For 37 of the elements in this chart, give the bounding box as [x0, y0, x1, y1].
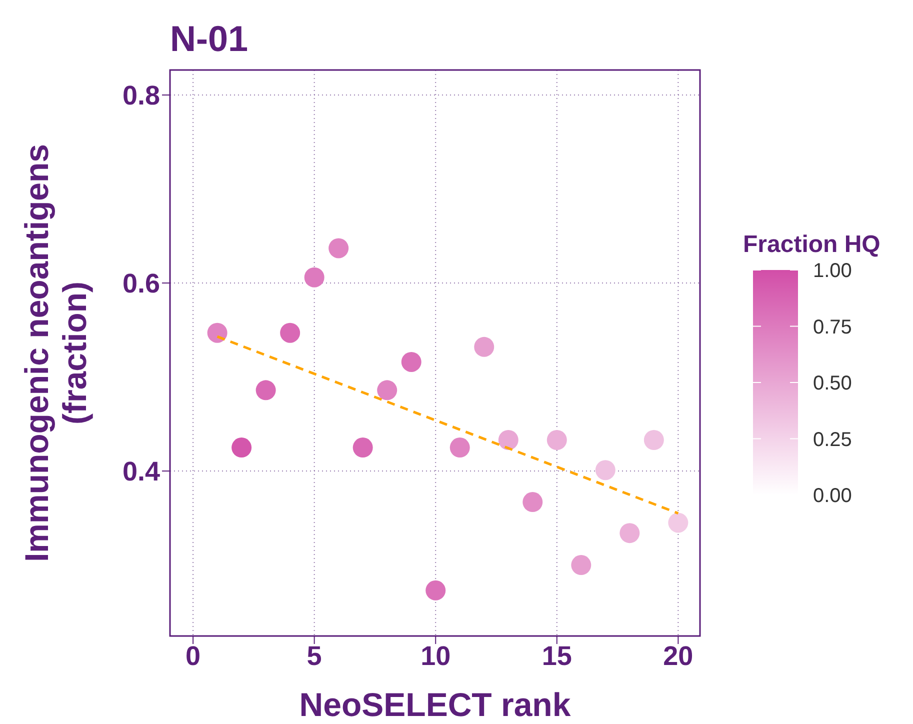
- point: [644, 430, 664, 450]
- x-tick-label: 15: [542, 641, 572, 672]
- x-tick-label: 20: [663, 641, 694, 672]
- color-bar-label: 0.00: [813, 485, 852, 507]
- x-tick-label: 0: [186, 641, 201, 672]
- color-bar-label: 1.00: [813, 260, 852, 282]
- y-tick-label: 0.8: [122, 80, 160, 111]
- point: [377, 380, 398, 400]
- x-tick-label: 10: [420, 641, 451, 672]
- point: [256, 380, 276, 400]
- point: [498, 430, 518, 450]
- color-bar-title: Fraction HQ: [743, 231, 880, 258]
- point: [450, 438, 470, 458]
- point: [620, 523, 640, 544]
- chart-title: N-01: [170, 18, 248, 60]
- point: [522, 492, 543, 512]
- x-axis-title: NeoSELECT rank: [299, 686, 572, 723]
- point: [280, 322, 300, 343]
- point: [328, 238, 349, 258]
- y-tick-label: 0.6: [122, 268, 160, 299]
- color-bar-label: 0.50: [813, 372, 852, 394]
- point: [595, 460, 616, 480]
- x-tick-label: 5: [306, 641, 322, 672]
- y-axis-title: Immunogenic neoantigens (fraction): [18, 144, 93, 562]
- point: [426, 580, 446, 600]
- color-bar-label: 0.75: [813, 316, 852, 338]
- point: [352, 438, 373, 458]
- point: [668, 512, 688, 533]
- color-bar-label: 0.25: [813, 428, 852, 451]
- point: [207, 322, 228, 343]
- point: [474, 336, 494, 357]
- point: [546, 430, 567, 450]
- point: [304, 267, 324, 288]
- point: [401, 352, 422, 372]
- y-tick-label: 0.4: [122, 456, 160, 487]
- point: [571, 555, 592, 576]
- point: [232, 438, 252, 458]
